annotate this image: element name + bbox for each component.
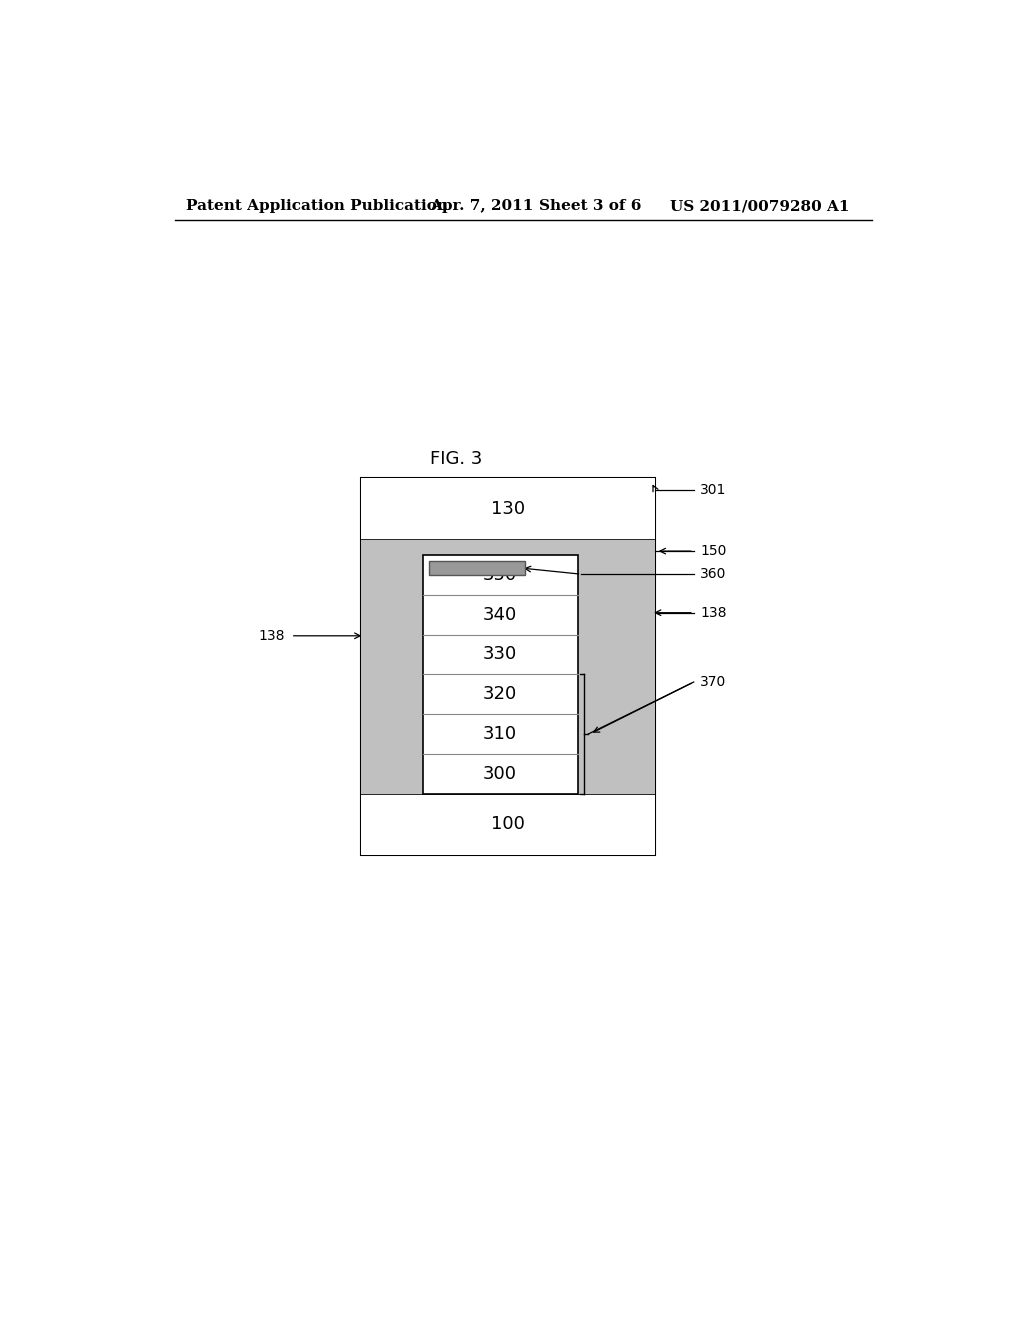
Bar — [360, 478, 655, 855]
Text: 130: 130 — [490, 500, 525, 517]
Text: Sheet 3 of 6: Sheet 3 of 6 — [539, 199, 641, 213]
Bar — [429, 561, 524, 576]
Text: 340: 340 — [483, 606, 517, 623]
Bar — [360, 540, 655, 793]
Text: FIG. 3: FIG. 3 — [430, 450, 482, 467]
Text: 301: 301 — [700, 483, 726, 496]
Text: 320: 320 — [483, 685, 517, 704]
Text: 150: 150 — [700, 544, 726, 558]
Text: 310: 310 — [483, 725, 517, 743]
Text: 350: 350 — [483, 566, 517, 583]
Text: 100: 100 — [490, 816, 524, 833]
Text: US 2011/0079280 A1: US 2011/0079280 A1 — [671, 199, 850, 213]
Text: 330: 330 — [483, 645, 517, 664]
Text: 370: 370 — [700, 675, 726, 689]
Bar — [423, 554, 578, 793]
Text: 360: 360 — [700, 568, 726, 581]
Text: 138: 138 — [700, 606, 726, 619]
Text: Apr. 7, 2011: Apr. 7, 2011 — [430, 199, 534, 213]
Text: Patent Application Publication: Patent Application Publication — [186, 199, 449, 213]
Bar — [360, 478, 655, 540]
Text: 138: 138 — [258, 628, 285, 643]
Bar — [360, 793, 655, 855]
Text: 300: 300 — [483, 764, 517, 783]
